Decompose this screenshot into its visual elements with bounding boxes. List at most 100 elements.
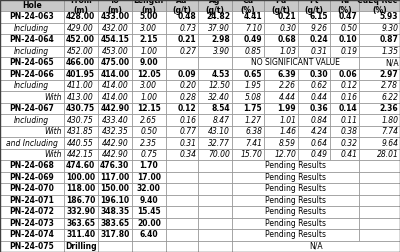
Text: 1.35: 1.35 [382,47,398,56]
Text: 1.46: 1.46 [279,127,296,136]
Text: 150.00: 150.00 [100,184,129,194]
Text: 1.03: 1.03 [279,47,296,56]
Bar [132,172,166,183]
Text: 6.40: 6.40 [140,230,158,239]
Bar [198,80,232,91]
Bar [330,103,359,114]
Bar [198,217,232,229]
Bar [98,183,132,195]
Text: PN-24-068: PN-24-068 [9,162,54,171]
Bar [0,137,64,149]
Bar [132,69,166,80]
Bar [98,57,132,69]
Bar [64,34,98,46]
Bar [232,69,264,80]
Text: PN-24-067: PN-24-067 [9,104,54,113]
Bar [359,195,400,206]
Bar [298,126,330,137]
Bar [264,23,298,34]
Bar [359,149,400,160]
Bar [359,126,400,137]
Text: 4.24: 4.24 [311,127,328,136]
Text: 0.28: 0.28 [179,93,196,102]
Bar [298,23,330,34]
Bar [330,23,359,34]
Text: 452.00: 452.00 [66,35,95,44]
Bar [132,195,166,206]
Bar [0,172,64,183]
Text: 9.64: 9.64 [382,139,398,148]
Text: 1.27: 1.27 [245,116,262,125]
Text: 431.85: 431.85 [67,127,94,136]
Bar [166,34,198,46]
Bar [64,114,98,126]
Bar [232,229,359,240]
Bar [298,0,330,11]
Text: 0.09: 0.09 [178,70,196,79]
Bar [359,23,400,34]
Text: 453.00: 453.00 [101,47,128,56]
Bar [264,137,298,149]
Bar [198,46,232,57]
Text: 7.10: 7.10 [245,24,262,33]
Text: 2.78: 2.78 [382,81,398,90]
Bar [98,195,132,206]
Bar [232,195,359,206]
Bar [166,114,198,126]
Bar [330,126,359,137]
Text: 0.12: 0.12 [340,81,358,90]
Bar [64,103,98,114]
Text: PN-24-075: PN-24-075 [10,242,54,251]
Text: 440.55: 440.55 [67,139,94,148]
Bar [64,149,98,160]
Text: 0.12: 0.12 [178,104,196,113]
Text: 3.00: 3.00 [140,24,157,33]
Text: PN-24-072: PN-24-072 [9,207,54,216]
Text: 442.90: 442.90 [100,104,129,113]
Text: 0.64: 0.64 [311,139,328,148]
Text: 432.35: 432.35 [101,127,128,136]
Text: 0.31: 0.31 [311,47,328,56]
Text: 317.80: 317.80 [100,230,130,239]
Text: 32.77: 32.77 [208,139,230,148]
Bar [166,240,198,252]
Bar [132,229,166,240]
Text: 0.21: 0.21 [178,35,196,44]
Bar [166,206,198,217]
Bar [232,240,400,252]
Bar [132,240,166,252]
Text: 428.00: 428.00 [66,12,95,21]
Bar [359,69,400,80]
Text: 0.65: 0.65 [244,70,262,79]
Bar [0,23,64,34]
Text: 7.41: 7.41 [245,139,262,148]
Text: To
(m): To (m) [107,0,122,15]
Text: 429.00: 429.00 [67,24,94,33]
Bar [264,126,298,137]
Bar [298,34,330,46]
Bar [198,137,232,149]
Bar [166,137,198,149]
Text: 1.99: 1.99 [278,104,296,113]
Bar [232,114,264,126]
Bar [359,103,400,114]
Text: Au
(g/t): Au (g/t) [172,0,191,15]
Bar [359,80,400,91]
Text: From
(m): From (m) [70,0,92,15]
Bar [132,114,166,126]
Bar [64,80,98,91]
Bar [264,34,298,46]
Text: 466.00: 466.00 [66,58,95,67]
Bar [98,160,132,172]
Bar [64,217,98,229]
Bar [132,103,166,114]
Text: 70.00: 70.00 [208,150,230,159]
Text: 401.95: 401.95 [66,70,95,79]
Bar [359,160,400,172]
Text: 0.06: 0.06 [339,70,358,79]
Bar [64,57,98,69]
Text: Pending Results: Pending Results [265,162,326,171]
Bar [132,160,166,172]
Bar [98,23,132,34]
Bar [64,46,98,57]
